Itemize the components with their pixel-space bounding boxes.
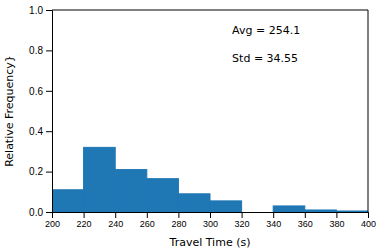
annotation: Avg = 254.1 <box>232 24 300 37</box>
x-tick-mark <box>147 212 148 218</box>
y-tick-mark <box>46 10 52 11</box>
x-tick-mark <box>368 212 369 218</box>
x-tick-mark <box>178 212 179 218</box>
y-tick-mark <box>46 50 52 51</box>
x-tick: 360 <box>298 212 313 229</box>
chart-container: 2002202402602803003203403603804000.00.20… <box>0 0 382 252</box>
y-axis-title: Relative Frequency} <box>3 55 16 167</box>
x-tick-mark <box>115 212 116 218</box>
histogram-bar <box>273 206 305 212</box>
x-tick-label: 320 <box>235 219 250 229</box>
y-tick-mark <box>46 212 52 213</box>
x-axis: 200 220 240 260 280 300 320 340 360 380 400 <box>45 212 376 229</box>
chart-svg: 2002202402602803003203403603804000.00.20… <box>0 0 382 252</box>
histogram-bar <box>147 179 179 212</box>
x-tick-mark <box>305 212 306 218</box>
histogram-bar <box>84 147 116 212</box>
histogram-bar <box>336 211 368 212</box>
x-tick-mark <box>273 212 274 218</box>
x-tick-label: 220 <box>77 219 92 229</box>
x-tick: 260 <box>140 212 155 229</box>
histogram-bar <box>178 194 210 212</box>
x-tick-mark <box>210 212 211 218</box>
x-tick-label: 380 <box>329 219 344 229</box>
x-tick-mark <box>84 212 85 218</box>
histogram-bar <box>115 170 147 212</box>
x-axis-line <box>53 213 369 219</box>
x-tick: 200 <box>45 212 60 229</box>
y-tick: 0.4 <box>29 126 52 137</box>
y-tick-label: 0.2 <box>29 166 43 177</box>
y-tick-label: 0.0 <box>29 207 43 218</box>
x-tick-label: 300 <box>203 219 218 229</box>
annotation: Std = 34.55 <box>232 52 298 65</box>
x-tick-mark <box>242 212 243 218</box>
histogram-bar <box>52 190 84 212</box>
x-tick-label: 260 <box>140 219 155 229</box>
y-tick: 0.2 <box>29 166 52 177</box>
x-tick-label: 200 <box>45 219 60 229</box>
x-tick: 340 <box>266 212 281 229</box>
x-tick-mark <box>336 212 337 218</box>
y-tick-label: 0.8 <box>29 45 43 56</box>
bars <box>52 147 368 212</box>
x-tick: 240 <box>108 212 123 229</box>
y-axis-line <box>46 11 53 213</box>
x-tick-label: 240 <box>108 219 123 229</box>
histogram-bar <box>305 210 337 212</box>
y-tick-label: 0.4 <box>29 126 43 137</box>
x-tick-label: 340 <box>266 219 281 229</box>
y-axis: 0.0 0.2 0.4 0.6 0.8 1.0 <box>29 5 52 218</box>
x-tick: 300 <box>203 212 218 229</box>
y-tick-mark <box>46 91 52 92</box>
y-tick: 1.0 <box>29 5 52 16</box>
x-tick: 320 <box>235 212 250 229</box>
histogram-bar <box>210 201 242 212</box>
y-tick: 0.0 <box>29 207 52 218</box>
y-tick: 0.6 <box>29 86 52 97</box>
plot-area: 2002202402602803003203403603804000.00.20… <box>29 5 376 230</box>
x-axis-title: Travel Time (s) <box>169 236 251 249</box>
x-tick: 280 <box>171 212 186 229</box>
y-tick-mark <box>46 131 52 132</box>
histogram-bar <box>242 212 274 213</box>
y-tick: 0.8 <box>29 45 52 56</box>
x-tick: 220 <box>77 212 92 229</box>
y-tick-label: 1.0 <box>29 5 43 16</box>
y-tick-mark <box>46 172 52 173</box>
x-tick-label: 360 <box>298 219 313 229</box>
x-tick-label: 400 <box>361 219 376 229</box>
y-tick-label: 0.6 <box>29 86 43 97</box>
x-tick: 400 <box>361 212 376 229</box>
x-tick-label: 280 <box>171 219 186 229</box>
frame-right <box>368 10 369 212</box>
x-tick: 380 <box>329 212 344 229</box>
frame-top <box>52 10 368 11</box>
